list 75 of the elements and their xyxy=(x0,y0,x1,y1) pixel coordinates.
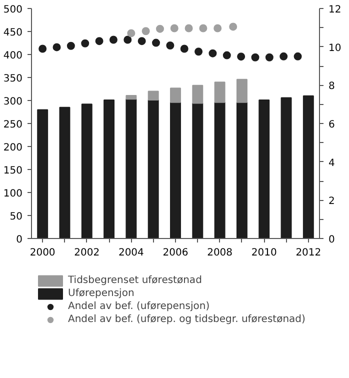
point xyxy=(109,36,118,44)
point xyxy=(38,44,47,53)
y-tick-label: 50 xyxy=(10,212,23,222)
bar xyxy=(236,78,248,103)
point xyxy=(229,22,238,31)
y-tick-label: 300 xyxy=(3,96,23,108)
y-tick-label: 350 xyxy=(3,74,23,84)
point xyxy=(170,24,178,32)
y2-tick-label: 12 xyxy=(328,4,342,16)
y-tick-label: 450 xyxy=(3,28,23,38)
bar xyxy=(148,90,159,101)
point xyxy=(95,37,104,46)
point xyxy=(124,36,132,44)
point xyxy=(152,38,160,47)
point xyxy=(156,24,164,33)
point xyxy=(81,39,90,48)
point xyxy=(166,42,174,50)
x-tick-label: 2008 xyxy=(207,248,233,258)
y-tick-label: 0 xyxy=(16,234,23,246)
x-tick-label: 2000 xyxy=(30,248,56,258)
point xyxy=(142,27,150,36)
bar xyxy=(126,98,137,238)
point xyxy=(66,42,75,50)
point xyxy=(180,44,188,53)
bar xyxy=(236,102,248,238)
bar xyxy=(258,100,270,238)
bar xyxy=(302,95,314,238)
point xyxy=(199,24,208,32)
bar xyxy=(192,102,204,238)
y-tick-label: 400 xyxy=(3,50,23,62)
legend-label: Andel av bef. (uførepensjon) xyxy=(68,300,210,313)
bar xyxy=(214,82,226,103)
legend-label: Uførepensjon xyxy=(68,287,134,300)
bar xyxy=(104,100,115,238)
legend-label: Andel av bef. (uførep. og tidsbegr. uførestønad) xyxy=(68,313,306,326)
y2-tick-label: 8 xyxy=(328,81,335,92)
point xyxy=(237,52,246,61)
bar xyxy=(126,94,137,100)
bar xyxy=(59,106,70,238)
x-tick-label: 2004 xyxy=(118,248,144,258)
bar xyxy=(81,104,92,238)
point xyxy=(138,37,146,46)
point xyxy=(184,24,193,32)
y-tick-label: 100 xyxy=(3,188,23,200)
point xyxy=(265,53,274,62)
bar xyxy=(192,84,204,104)
bar xyxy=(280,97,292,238)
bar xyxy=(170,88,181,103)
point xyxy=(251,53,260,62)
x-tick-label: 2002 xyxy=(74,248,100,258)
point xyxy=(294,52,302,60)
point xyxy=(222,51,231,60)
point xyxy=(280,52,288,60)
y-tick-label: 150 xyxy=(3,166,23,176)
x-tick-label: 2012 xyxy=(296,248,322,258)
y-tick-label: 500 xyxy=(3,4,23,16)
x-tick-label: 2006 xyxy=(162,248,188,258)
y2-tick-label: 0 xyxy=(328,234,335,246)
point xyxy=(214,24,222,32)
bar xyxy=(37,109,48,238)
y2-tick-label: 2 xyxy=(328,196,335,208)
point xyxy=(208,49,217,58)
y2-tick-label: 10 xyxy=(328,42,342,54)
point xyxy=(52,43,61,52)
point xyxy=(127,29,136,38)
legend-label: Tidsbegrenset uførestønad xyxy=(68,274,202,287)
point xyxy=(194,48,203,56)
x-tick-label: 2010 xyxy=(251,248,277,258)
y2-tick-label: 6 xyxy=(328,120,335,130)
bar xyxy=(214,102,226,238)
y-tick-label: 250 xyxy=(3,120,23,130)
y2-tick-label: 4 xyxy=(328,158,335,169)
y-tick-label: 200 xyxy=(3,142,23,154)
bar xyxy=(148,100,159,238)
bar xyxy=(170,102,181,238)
